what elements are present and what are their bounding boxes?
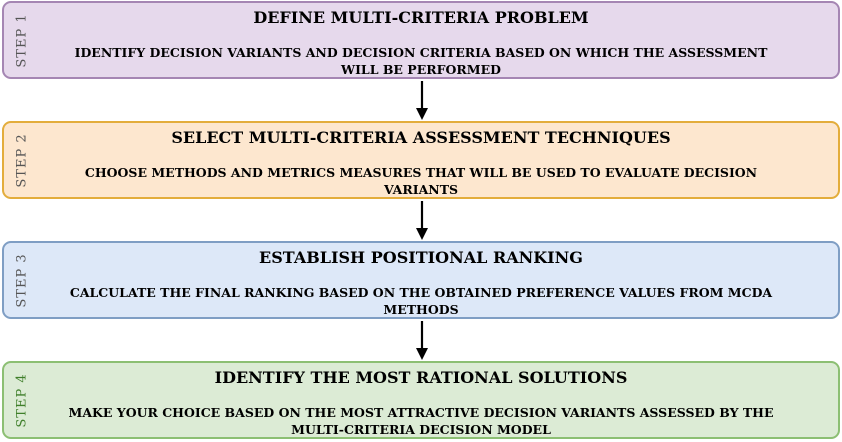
step-2-title: SELECT MULTI-CRITERIA ASSESSMENT TECHNIQ… bbox=[171, 128, 671, 147]
step-2-box: STEP 2 SELECT MULTI-CRITERIA ASSESSMENT … bbox=[2, 121, 840, 199]
step-3-box: STEP 3 ESTABLISH POSITIONAL RANKING CALC… bbox=[2, 241, 840, 319]
arrow-step-3-to-4 bbox=[416, 321, 428, 360]
arrow-step-2-to-3 bbox=[416, 201, 428, 240]
step-4-description: MAKE YOUR CHOICE BASED ON THE MOST ATTRA… bbox=[68, 405, 774, 437]
step-1-box: STEP 1 DEFINE MULTI-CRITERIA PROBLEM IDE… bbox=[2, 1, 840, 79]
step-3-title: ESTABLISH POSITIONAL RANKING bbox=[259, 248, 583, 267]
step-2-description: CHOOSE METHODS AND METRICS MEASURES THAT… bbox=[84, 165, 758, 197]
step-4-box: STEP 4 IDENTIFY THE MOST RATIONAL SOLUTI… bbox=[2, 361, 840, 439]
step-1-title: DEFINE MULTI-CRITERIA PROBLEM bbox=[253, 8, 589, 27]
arrow-step-1-to-2 bbox=[416, 81, 428, 120]
step-4-title: IDENTIFY THE MOST RATIONAL SOLUTIONS bbox=[214, 368, 628, 387]
step-1-description: IDENTIFY DECISION VARIANTS AND DECISION … bbox=[74, 45, 768, 77]
step-3-description: CALCULATE THE FINAL RANKING BASED ON THE… bbox=[69, 285, 773, 317]
